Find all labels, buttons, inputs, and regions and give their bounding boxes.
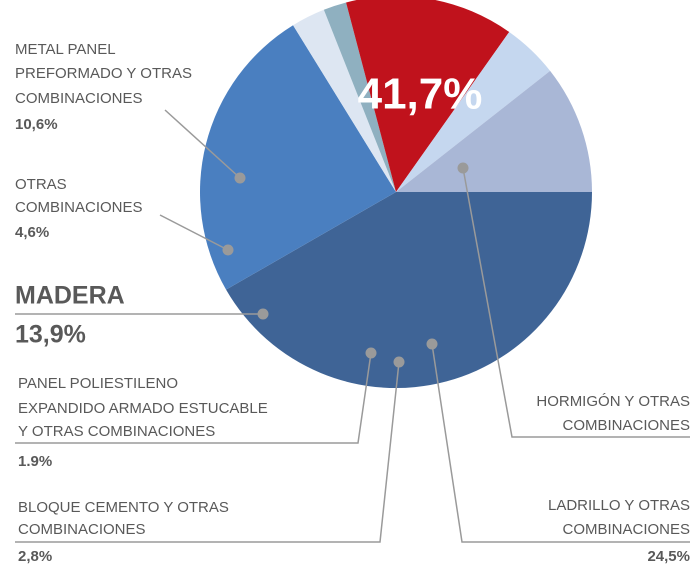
slice-label: EXPANDIDO ARMADO ESTUCABLE xyxy=(18,400,268,417)
leader-line xyxy=(15,361,400,543)
pie-slice xyxy=(323,2,396,192)
leader-dot xyxy=(365,347,377,359)
leader-dot xyxy=(257,308,269,320)
slice-label: PANEL POLIESTILENO xyxy=(18,375,178,392)
slice-label: BLOQUE CEMENTO Y OTRAS xyxy=(18,499,229,516)
value-label: 24,5% xyxy=(647,548,690,565)
leader-dot xyxy=(234,172,246,184)
leader-line xyxy=(462,167,690,438)
slice-label: COMBINACIONES xyxy=(562,417,690,434)
slice-label: OTRAS xyxy=(15,176,67,193)
value-label: 41,7% xyxy=(358,70,483,119)
pie-slice xyxy=(346,0,510,192)
value-label: 4,6% xyxy=(15,224,49,241)
slice-label: PREFORMADO Y OTRAS xyxy=(15,65,192,82)
value-label: 1.9% xyxy=(18,453,52,470)
slice-label: COMBINACIONES xyxy=(15,90,143,107)
leader-dot xyxy=(457,162,469,174)
slice-label: COMBINACIONES xyxy=(18,521,146,538)
leader-line xyxy=(159,214,229,251)
pie-slice xyxy=(199,25,396,290)
pie-slice xyxy=(293,9,396,192)
slice-label: LADRILLO Y OTRAS xyxy=(548,497,690,514)
value-label: 2,8% xyxy=(18,548,52,565)
slice-label: COMBINACIONES xyxy=(562,521,690,538)
slice-label: METAL PANEL xyxy=(15,41,116,58)
slice-label: MADERA xyxy=(15,282,125,310)
slice-label: HORMIGÓN Y OTRAS xyxy=(536,393,690,410)
leader-dot xyxy=(393,356,405,368)
leader-dot xyxy=(222,244,234,256)
value-label: 13,9% xyxy=(15,321,86,349)
pie-slice xyxy=(396,31,551,192)
slice-label: Y OTRAS COMBINACIONES xyxy=(18,423,215,440)
leader-line xyxy=(164,109,241,179)
leader-dot xyxy=(426,338,438,350)
value-label: 10,6% xyxy=(15,116,58,133)
pie-slice xyxy=(226,192,592,389)
leader-line xyxy=(15,352,372,444)
slice-label: COMBINACIONES xyxy=(15,199,143,216)
pie-slice xyxy=(396,70,592,192)
leader-line xyxy=(431,343,690,543)
